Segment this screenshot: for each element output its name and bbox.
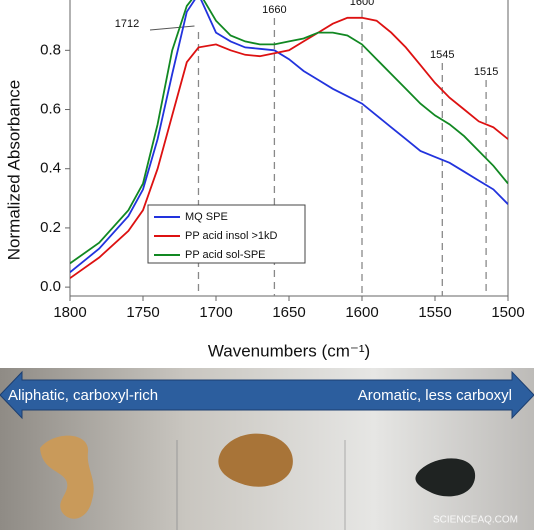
x-axis-label: Wavenumbers (cm⁻¹): [208, 341, 370, 360]
watermark: SCIENCEAQ.COM: [433, 515, 518, 526]
reference-label: 1660: [262, 4, 286, 16]
sample-mid: [218, 433, 293, 487]
photo: Aliphatic, carboxyl-rich Aromatic, less …: [0, 368, 534, 530]
x-tick-label: 1550: [418, 304, 451, 321]
reference-label: 1600: [350, 0, 374, 8]
x-tick-label: 1800: [53, 304, 86, 321]
x-tick-label: 1650: [272, 304, 305, 321]
y-tick-label: 0.0: [40, 278, 61, 295]
series-line: [70, 0, 508, 265]
sample-aliphatic: [40, 435, 94, 519]
x-tick-label: 1500: [491, 304, 524, 321]
reference-label: 1545: [430, 49, 454, 61]
arrow: [0, 370, 534, 420]
leader-line: [149, 25, 195, 31]
x-tick-label: 1750: [126, 304, 159, 321]
arrow-right-text: Aromatic, less carboxyl: [358, 387, 512, 404]
y-tick-label: 0.2: [40, 219, 61, 236]
arrow-left-text: Aliphatic, carboxyl-rich: [8, 387, 158, 404]
y-axis-label: Normalized Absorbance: [4, 80, 23, 260]
reference-label: 1712: [115, 18, 139, 30]
x-tick-label: 1700: [199, 304, 232, 321]
series-line: [70, 0, 508, 273]
series-line: [70, 16, 508, 279]
y-tick-label: 0.8: [40, 41, 61, 58]
legend-label: PP acid insol >1kD: [185, 230, 277, 242]
legend-label: PP acid sol-SPE: [185, 249, 266, 261]
legend-box: [147, 204, 306, 264]
reference-label: 1515: [474, 66, 498, 78]
sample-aromatic: [415, 458, 476, 497]
series-group: [70, 0, 508, 279]
x-tick-label: 1600: [345, 304, 378, 321]
y-tick-label: 0.4: [40, 160, 61, 177]
legend-label: MQ SPE: [185, 211, 228, 223]
plot: 0.0 0.2 0.4 0.6 0.8 1800 1750 1700 1650 1600 1550 1…: [40, 0, 525, 321]
y-tick-label: 0.6: [40, 100, 61, 117]
